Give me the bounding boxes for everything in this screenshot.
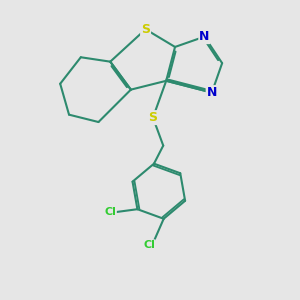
Text: Cl: Cl bbox=[143, 240, 155, 250]
Text: S: S bbox=[148, 111, 158, 124]
Text: Cl: Cl bbox=[104, 207, 116, 217]
Text: S: S bbox=[141, 23, 150, 36]
Text: N: N bbox=[199, 30, 210, 43]
Text: N: N bbox=[207, 86, 217, 99]
